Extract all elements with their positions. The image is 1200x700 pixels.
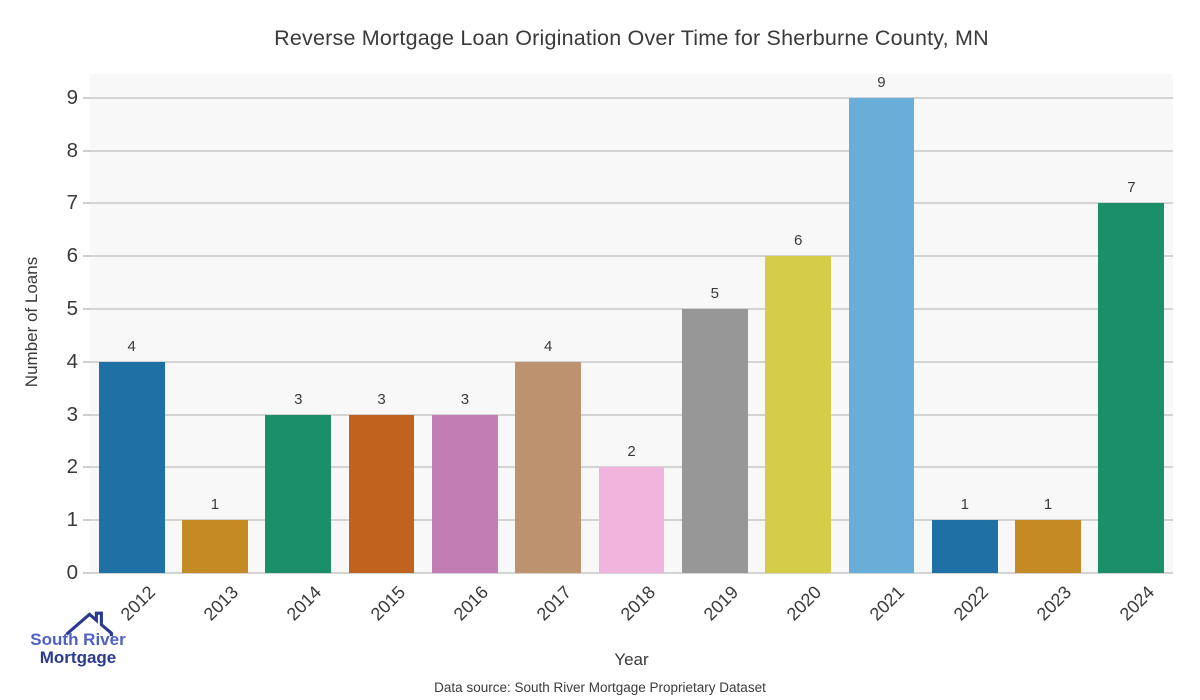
bar-value-label: 7 <box>1127 179 1136 197</box>
gridline <box>90 307 1173 310</box>
y-tick-mark <box>83 413 90 416</box>
y-tick-label: 7 <box>66 191 78 215</box>
y-tick-mark <box>83 149 90 152</box>
x-tick-label: 2020 <box>782 582 826 625</box>
bar-2017 <box>515 361 582 573</box>
y-tick-label: 8 <box>66 138 78 162</box>
bar-2023 <box>1015 520 1081 573</box>
x-tick-label: 2019 <box>699 582 742 625</box>
y-tick-mark <box>83 255 90 258</box>
plot-area: 4 1 3 3 3 4 2 5 6 9 1 1 7 <box>90 74 1173 574</box>
bar-2012 <box>98 361 165 573</box>
bar-2013 <box>182 520 248 573</box>
x-tick-label: 2024 <box>1116 582 1159 625</box>
bar-2024 <box>1098 203 1165 573</box>
y-tick-mark <box>83 360 90 363</box>
bar-value-label: 4 <box>544 337 553 355</box>
y-tick-label: 9 <box>66 85 78 109</box>
bar-band: 3 <box>340 74 423 573</box>
logo: South River Mortgage <box>14 604 154 684</box>
gridline <box>90 572 1173 574</box>
bar-band: 4 <box>507 74 590 573</box>
bar-value-label: 1 <box>960 496 969 514</box>
x-tick-label: 2022 <box>949 582 992 625</box>
bar-band: 5 <box>673 74 756 573</box>
data-source-note: Data source: South River Mortgage Propri… <box>434 680 766 695</box>
x-tick-label: 2013 <box>199 582 243 625</box>
bar-value-label: 6 <box>793 232 803 250</box>
gridline <box>90 413 1173 416</box>
y-tick-label: 4 <box>66 349 78 373</box>
bar-value-label: 3 <box>460 390 470 408</box>
y-tick-mark <box>83 466 90 469</box>
bar-band: 1 <box>173 74 256 573</box>
bar-band: 1 <box>923 74 1006 573</box>
y-tick-label: 0 <box>66 561 78 584</box>
x-tick-label: 2017 <box>532 582 576 625</box>
x-tick-label: 2015 <box>366 582 409 625</box>
y-axis-title: Number of Loans <box>22 256 41 388</box>
bar-2014 <box>265 414 332 573</box>
bar-band: 1 <box>1006 74 1089 573</box>
y-tick-mark <box>83 519 90 522</box>
y-tick-label: 2 <box>66 455 78 479</box>
x-axis-title: Year <box>614 650 649 669</box>
gridline <box>90 202 1173 205</box>
y-tick-label: 5 <box>66 296 78 320</box>
gridline <box>90 96 1173 99</box>
house-roof-icon <box>65 611 113 637</box>
bar-2018 <box>598 467 665 573</box>
bar-value-label: 4 <box>127 337 136 355</box>
y-tick-mark <box>83 572 90 574</box>
bar-value-label: 1 <box>210 496 220 514</box>
bars-layer: 4 1 3 3 3 4 2 5 6 9 1 1 7 <box>90 74 1173 573</box>
chart-title: Reverse Mortgage Loan Origination Over T… <box>274 26 989 50</box>
bar-value-label: 3 <box>294 390 303 408</box>
bar-band: 4 <box>90 74 173 573</box>
logo-text-line1: South River <box>30 630 126 649</box>
bar-band: 9 <box>840 74 923 573</box>
bar-2021 <box>848 97 915 573</box>
bar-value-label: 2 <box>627 443 636 461</box>
x-tick-label: 2021 <box>866 582 909 625</box>
bar-value-label: 3 <box>377 390 386 408</box>
x-tick-label: 2016 <box>449 582 493 625</box>
logo-text-line2: Mortgage <box>39 648 117 667</box>
bar-2015 <box>348 414 415 573</box>
bar-2020 <box>765 256 832 573</box>
y-tick-mark <box>83 96 90 99</box>
bar-value-label: 9 <box>877 73 886 91</box>
x-tick-label: 2018 <box>616 582 659 625</box>
gridline <box>90 255 1173 258</box>
x-tick-label: 2023 <box>1032 582 1076 625</box>
bar-band: 2 <box>590 74 673 573</box>
bar-band: 3 <box>257 74 340 573</box>
bar-value-label: 1 <box>1043 496 1053 514</box>
bar-2019 <box>681 308 748 573</box>
gridline <box>90 149 1173 152</box>
bar-band: 3 <box>423 74 506 573</box>
bar-band: 7 <box>1090 74 1173 573</box>
gridline <box>90 466 1173 469</box>
x-tick-label: 2014 <box>282 582 326 625</box>
y-tick-label: 6 <box>66 244 78 268</box>
y-tick-mark <box>83 202 90 205</box>
bar-band: 6 <box>757 74 840 573</box>
bar-2016 <box>431 414 498 573</box>
bar-2022 <box>931 520 998 573</box>
y-tick-label: 3 <box>66 402 78 426</box>
y-tick-mark <box>83 307 90 310</box>
bar-value-label: 5 <box>710 284 720 302</box>
y-tick-label: 1 <box>66 508 78 532</box>
gridline <box>90 360 1173 363</box>
